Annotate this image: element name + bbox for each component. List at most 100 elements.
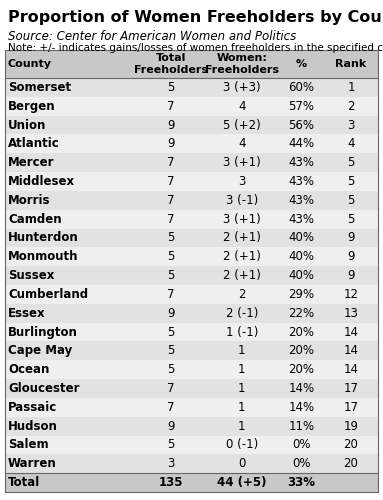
Text: 44%: 44% <box>288 138 314 150</box>
Text: 0: 0 <box>238 458 246 470</box>
Text: Warren: Warren <box>8 458 57 470</box>
Text: 17: 17 <box>344 382 358 395</box>
Bar <box>5 473 378 492</box>
Text: 2 (-1): 2 (-1) <box>226 306 258 320</box>
Text: 20: 20 <box>344 438 358 452</box>
Text: 135: 135 <box>159 476 183 489</box>
Text: 5: 5 <box>347 156 355 169</box>
Text: 40%: 40% <box>288 269 314 282</box>
Text: 3: 3 <box>347 118 355 132</box>
Text: Somerset: Somerset <box>8 81 71 94</box>
Text: 9: 9 <box>347 232 355 244</box>
Text: 5: 5 <box>167 81 175 94</box>
Text: %: % <box>296 59 307 69</box>
Text: 0%: 0% <box>292 438 311 452</box>
Text: 14: 14 <box>344 363 358 376</box>
Text: 2 (+1): 2 (+1) <box>223 250 261 264</box>
Bar <box>5 342 378 360</box>
Text: Middlesex: Middlesex <box>8 175 75 188</box>
Bar <box>5 134 378 154</box>
Text: 5: 5 <box>167 438 175 452</box>
Text: 4: 4 <box>347 138 355 150</box>
Bar <box>5 322 378 342</box>
Text: Ocean: Ocean <box>8 363 49 376</box>
Text: 43%: 43% <box>288 194 314 207</box>
Bar <box>5 379 378 398</box>
Text: 12: 12 <box>344 288 358 301</box>
Text: 20%: 20% <box>288 344 314 358</box>
Text: 7: 7 <box>167 100 175 112</box>
Text: Women:
Freeholders: Women: Freeholders <box>205 53 279 75</box>
Text: 5: 5 <box>347 212 355 226</box>
Text: Hudson: Hudson <box>8 420 58 432</box>
Bar <box>5 266 378 285</box>
Text: 9: 9 <box>167 138 175 150</box>
Text: 9: 9 <box>347 269 355 282</box>
Text: 5: 5 <box>347 194 355 207</box>
Text: 1: 1 <box>238 401 246 414</box>
Text: 3 (+3): 3 (+3) <box>223 81 261 94</box>
Text: 7: 7 <box>167 194 175 207</box>
Bar <box>5 304 378 322</box>
Text: 4: 4 <box>238 100 246 112</box>
Text: 43%: 43% <box>288 156 314 169</box>
Text: 1: 1 <box>347 81 355 94</box>
Text: 7: 7 <box>167 382 175 395</box>
Text: Union: Union <box>8 118 46 132</box>
Text: Hunterdon: Hunterdon <box>8 232 79 244</box>
Bar <box>5 116 378 134</box>
Text: 7: 7 <box>167 212 175 226</box>
Text: 14: 14 <box>344 326 358 338</box>
Text: 5: 5 <box>167 363 175 376</box>
Text: 22%: 22% <box>288 306 314 320</box>
Text: 60%: 60% <box>288 81 314 94</box>
Text: 40%: 40% <box>288 250 314 264</box>
Text: 1: 1 <box>238 344 246 358</box>
Bar <box>5 398 378 416</box>
Text: 2 (+1): 2 (+1) <box>223 269 261 282</box>
Text: 14: 14 <box>344 344 358 358</box>
Text: 9: 9 <box>167 306 175 320</box>
Text: 1 (-1): 1 (-1) <box>226 326 258 338</box>
Text: Gloucester: Gloucester <box>8 382 80 395</box>
Text: 13: 13 <box>344 306 358 320</box>
Bar <box>5 228 378 248</box>
Text: 56%: 56% <box>288 118 314 132</box>
Text: 5: 5 <box>347 175 355 188</box>
Text: 20%: 20% <box>288 363 314 376</box>
Text: 5 (+2): 5 (+2) <box>223 118 261 132</box>
Text: 7: 7 <box>167 156 175 169</box>
Text: 9: 9 <box>167 420 175 432</box>
Text: 20: 20 <box>344 458 358 470</box>
Text: Source: Center for American Women and Politics: Source: Center for American Women and Po… <box>8 30 296 43</box>
Text: Proportion of Women Freeholders by County - 2019: Proportion of Women Freeholders by Count… <box>8 10 383 25</box>
Text: 43%: 43% <box>288 212 314 226</box>
Text: 33%: 33% <box>288 476 316 489</box>
Bar <box>5 50 378 78</box>
Text: Salem: Salem <box>8 438 49 452</box>
Text: 5: 5 <box>167 326 175 338</box>
Bar <box>5 191 378 210</box>
Text: Total: Total <box>8 476 40 489</box>
Text: 1: 1 <box>238 363 246 376</box>
Text: 17: 17 <box>344 401 358 414</box>
Text: Burlington: Burlington <box>8 326 78 338</box>
Text: 5: 5 <box>167 250 175 264</box>
Bar <box>5 78 378 97</box>
Text: 2: 2 <box>238 288 246 301</box>
Text: Camden: Camden <box>8 212 62 226</box>
Text: Morris: Morris <box>8 194 51 207</box>
Text: County: County <box>8 59 52 69</box>
Text: Sussex: Sussex <box>8 269 54 282</box>
Text: 3: 3 <box>238 175 246 188</box>
Text: Mercer: Mercer <box>8 156 54 169</box>
Text: 2: 2 <box>347 100 355 112</box>
Text: 20%: 20% <box>288 326 314 338</box>
Text: 14%: 14% <box>288 401 314 414</box>
Text: Passaic: Passaic <box>8 401 57 414</box>
Bar <box>5 285 378 304</box>
Text: 7: 7 <box>167 175 175 188</box>
Text: 19: 19 <box>344 420 358 432</box>
Bar <box>5 248 378 266</box>
Text: 1: 1 <box>238 420 246 432</box>
